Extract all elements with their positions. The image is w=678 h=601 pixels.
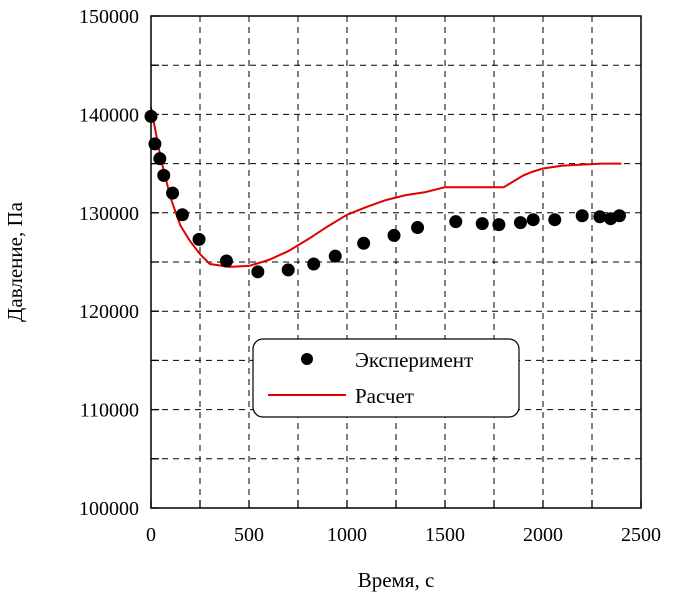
y-tick-label: 140000 [79, 104, 139, 126]
y-tick-label: 110000 [80, 400, 139, 422]
legend-label-calculation: Расчет [355, 384, 414, 408]
x-tick-label: 1500 [425, 524, 465, 546]
tick-labels: 0 500 1000 1500 2000 2500 100000 110000 120000 13… [79, 6, 661, 546]
y-tick-label: 100000 [79, 498, 139, 520]
x-tick-label: 2500 [621, 524, 661, 546]
y-axis-title: Давление, Па [3, 201, 27, 322]
data-point-experiment [175, 208, 189, 222]
data-point-experiment [219, 254, 233, 268]
data-point-experiment [387, 228, 401, 242]
data-point-experiment [328, 249, 342, 263]
x-tick-label: 500 [234, 524, 264, 546]
x-tick-label: 1000 [327, 524, 367, 546]
data-point-experiment [526, 213, 540, 227]
y-tick-label: 130000 [79, 203, 139, 225]
axis-ticks [150, 15, 642, 509]
data-point-experiment [575, 209, 589, 223]
data-point-experiment [492, 218, 506, 232]
data-point-experiment [357, 236, 371, 250]
legend-box [252, 338, 520, 418]
data-point-experiment [281, 263, 295, 277]
data-point-experiment [153, 152, 167, 166]
data-point-experiment [192, 232, 206, 246]
grid [151, 16, 641, 508]
legend: Эксперимент Расчет [252, 338, 520, 418]
data-point-experiment [612, 209, 626, 223]
data-point-experiment [593, 210, 607, 224]
series-line-group [150, 107, 622, 268]
x-axis-title: Время, с [358, 568, 435, 592]
y-tick-label: 120000 [79, 301, 139, 323]
data-point-experiment [449, 215, 463, 229]
data-point-experiment [475, 217, 489, 231]
data-point-experiment [548, 213, 562, 227]
data-point-experiment [513, 216, 527, 230]
data-point-experiment [166, 186, 180, 200]
series-points-group [144, 109, 626, 279]
y-tick-label: 150000 [79, 6, 139, 28]
legend-label-experiment: Эксперимент [355, 348, 473, 372]
data-point-experiment [411, 221, 425, 235]
legend-marker-experiment [301, 353, 313, 365]
data-point-experiment [157, 168, 171, 182]
x-tick-label: 0 [146, 524, 156, 546]
x-tick-label: 2000 [523, 524, 563, 546]
data-point-experiment [251, 265, 265, 279]
data-point-experiment [307, 257, 321, 271]
series-line-calculation [150, 107, 622, 268]
